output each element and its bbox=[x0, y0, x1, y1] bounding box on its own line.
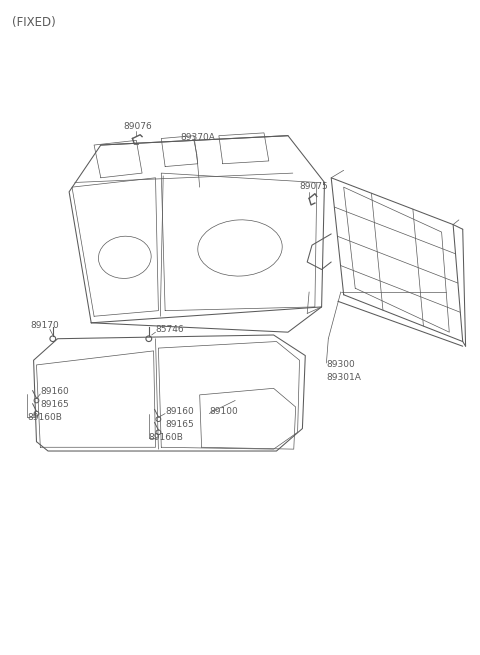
Text: 89160B: 89160B bbox=[149, 433, 184, 441]
Text: 85746: 85746 bbox=[156, 325, 184, 334]
Text: 89301A: 89301A bbox=[326, 373, 361, 382]
Text: 89075: 89075 bbox=[300, 182, 328, 191]
Text: 89160: 89160 bbox=[165, 407, 194, 415]
Text: 89300: 89300 bbox=[326, 360, 355, 369]
Text: 89160: 89160 bbox=[40, 387, 69, 396]
Text: 89100: 89100 bbox=[209, 407, 238, 415]
Text: 89370A: 89370A bbox=[180, 134, 216, 142]
Text: 89165: 89165 bbox=[165, 420, 194, 428]
Text: 89076: 89076 bbox=[123, 122, 152, 131]
Text: 89165: 89165 bbox=[40, 400, 69, 409]
Text: (FIXED): (FIXED) bbox=[12, 16, 55, 29]
Text: 89170: 89170 bbox=[31, 320, 60, 329]
Text: 89160B: 89160B bbox=[27, 413, 62, 422]
